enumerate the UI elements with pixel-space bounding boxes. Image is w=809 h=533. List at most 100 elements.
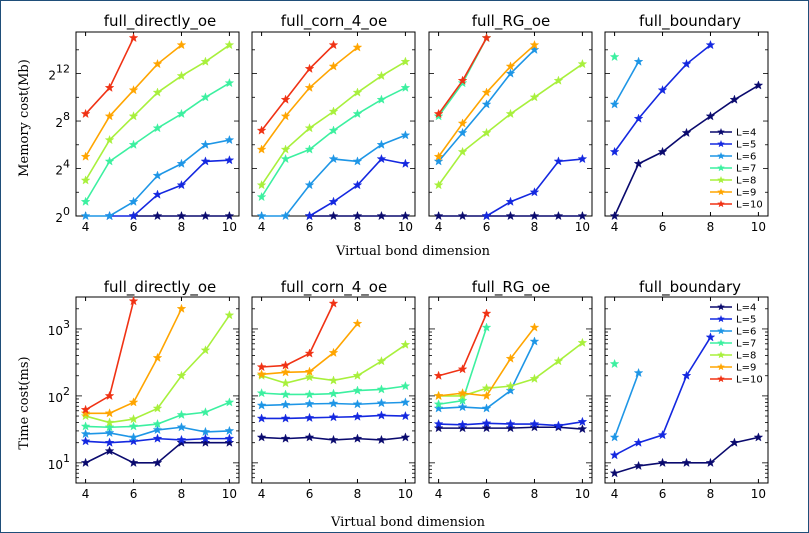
- legend-marker: [717, 187, 725, 196]
- data-point: [176, 39, 187, 50]
- data-point: [481, 390, 492, 401]
- legend-marker: [717, 199, 725, 208]
- data-point: [280, 111, 291, 121]
- data-point: [505, 418, 516, 429]
- x-tick-label: 8: [707, 220, 715, 234]
- panel-0: 4 6 8 10 20 24 28 212: [48, 31, 240, 234]
- x-tick-label: 4: [435, 487, 443, 501]
- series-L-4: [433, 210, 588, 221]
- series-L-7: [80, 77, 235, 206]
- data-point: [457, 118, 468, 128]
- data-point: [633, 56, 644, 66]
- data-point: [152, 87, 163, 97]
- data-point: [256, 125, 267, 135]
- x-tick-label: 8: [531, 487, 539, 501]
- x-tick-label: 10: [575, 487, 590, 501]
- data-point: [376, 139, 387, 149]
- data-point: [176, 158, 187, 168]
- axes-frame: [75, 296, 240, 484]
- title-mem-boundary: full_boundary: [639, 12, 741, 31]
- data-point: [304, 123, 315, 133]
- data-point: [200, 345, 211, 355]
- y-tick-label: 20: [55, 205, 70, 225]
- data-point: [200, 56, 211, 66]
- data-point: [104, 156, 115, 166]
- data-point: [200, 407, 211, 417]
- data-point: [352, 385, 363, 395]
- data-point: [577, 58, 588, 69]
- data-point: [104, 210, 115, 221]
- data-point: [328, 196, 339, 206]
- data-point: [633, 460, 644, 471]
- x-tick-label: 8: [531, 220, 539, 234]
- axes-frame: [251, 296, 416, 484]
- data-point: [481, 32, 492, 43]
- title-mem-directly: full_directly_oe: [104, 12, 216, 31]
- data-point: [256, 400, 267, 410]
- x-tick-label: 6: [306, 487, 314, 501]
- xlabel-top: Virtual bond dimension: [335, 244, 491, 259]
- series-L-7: [256, 381, 411, 399]
- data-point: [280, 367, 291, 377]
- data-point: [224, 397, 235, 407]
- y-tick-label: 102: [48, 385, 70, 405]
- data-point: [152, 123, 163, 133]
- x-tick-label: 4: [82, 487, 90, 501]
- series-L-10: [80, 32, 139, 119]
- series-line: [260, 44, 335, 132]
- data-point: [376, 398, 387, 408]
- data-point: [104, 82, 115, 92]
- data-point: [633, 158, 644, 168]
- x-tick-label: 8: [178, 220, 186, 234]
- series-line: [109, 159, 230, 217]
- data-point: [176, 70, 187, 81]
- series-line: [85, 139, 230, 217]
- data-point: [529, 322, 540, 332]
- y-tick-label: 24: [55, 158, 70, 178]
- series-L-4: [609, 432, 764, 478]
- x-tick-label: 4: [258, 220, 266, 234]
- data-point: [256, 361, 267, 372]
- data-point: [128, 296, 139, 306]
- data-point: [224, 77, 235, 88]
- data-point: [457, 388, 468, 398]
- data-point: [176, 108, 187, 119]
- data-point: [128, 457, 139, 467]
- data-point: [609, 146, 620, 157]
- data-point: [328, 210, 339, 221]
- x-tick-label: 4: [611, 487, 619, 501]
- data-point: [505, 381, 516, 391]
- data-point: [304, 144, 315, 154]
- x-tick-label: 6: [483, 220, 491, 234]
- data-point: [352, 156, 363, 166]
- x-tick-label: 6: [306, 220, 314, 234]
- panel-3: 4 6 8 10 L=4L=5L=6L=7L=8L=9L=10: [604, 31, 769, 234]
- series-L-9: [80, 39, 187, 161]
- data-point: [505, 196, 516, 206]
- data-point: [128, 85, 139, 95]
- data-point: [400, 130, 411, 140]
- data-point: [352, 411, 363, 421]
- series-L-5: [256, 410, 411, 423]
- data-point: [176, 303, 187, 313]
- series-L-10: [256, 39, 339, 135]
- data-point: [481, 383, 492, 393]
- axes-frame: [428, 296, 593, 484]
- data-point: [280, 360, 291, 370]
- data-point: [553, 75, 564, 85]
- x-tick-label: 8: [354, 487, 362, 501]
- data-point: [376, 153, 387, 164]
- data-point: [280, 399, 291, 409]
- data-point: [553, 356, 564, 366]
- data-point: [328, 125, 339, 135]
- data-point: [376, 356, 387, 366]
- legend: L=4L=5L=6L=7L=8L=9L=10: [710, 303, 763, 386]
- data-point: [104, 390, 115, 401]
- xlabel-bottom: Virtual bond dimension: [330, 515, 486, 530]
- data-point: [481, 322, 492, 332]
- x-tick-label: 8: [707, 487, 715, 501]
- series-L-9: [433, 39, 540, 161]
- legend-marker: [717, 151, 725, 160]
- series-L-8: [433, 58, 588, 190]
- data-point: [633, 113, 644, 123]
